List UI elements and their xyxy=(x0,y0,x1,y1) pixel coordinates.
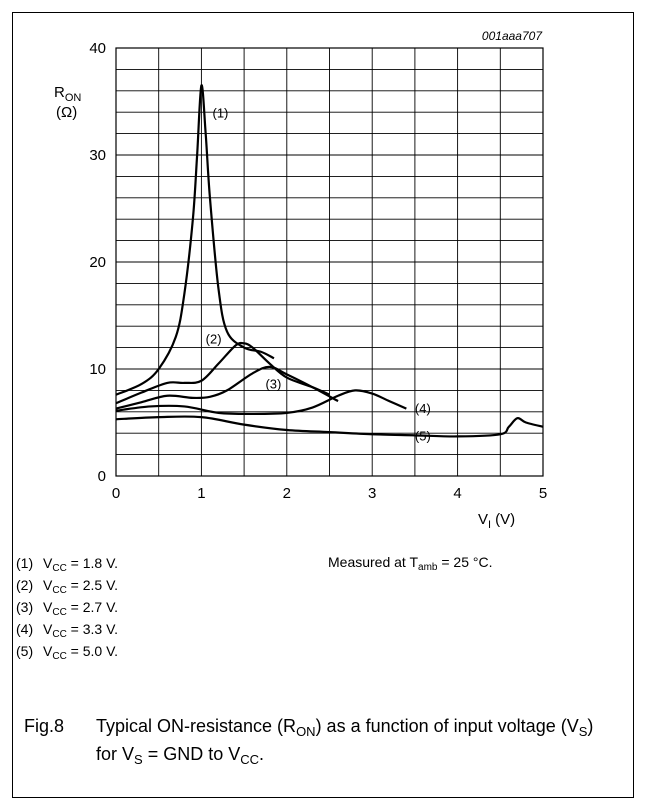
x-tick-label: 1 xyxy=(197,485,205,502)
legend-number: (3) xyxy=(16,599,34,615)
figure-id: 001aaa707 xyxy=(482,29,543,43)
legend-subscript: CC xyxy=(52,607,67,618)
legend-subscript: CC xyxy=(52,629,67,640)
legend-number: (5) xyxy=(16,643,34,659)
caption-text: Typical ON-resistance (RON) as a functio… xyxy=(96,716,594,767)
legend-value: = 1.8 V. xyxy=(66,555,119,571)
series-lines xyxy=(115,84,544,438)
legend-symbol: V xyxy=(43,599,53,615)
x-tick-label: 0 xyxy=(112,485,120,502)
legend-subscript: CC xyxy=(52,563,67,574)
figure-frame xyxy=(12,12,634,798)
legend-value: = 5.0 V. xyxy=(66,643,119,659)
legend-subscript: CC xyxy=(52,585,67,596)
legend-symbol: V xyxy=(43,621,53,637)
series-label-2: (2) xyxy=(206,331,222,346)
series-line-5 xyxy=(115,415,544,438)
legend-symbol: V xyxy=(43,577,53,593)
series-label-3: (3) xyxy=(265,376,281,391)
y-tick-label: 30 xyxy=(89,147,106,164)
y-tick-label: 0 xyxy=(98,468,106,485)
legend-item: (4) VCC = 3.3 V. xyxy=(16,621,118,643)
y-tick-label: 20 xyxy=(89,254,106,271)
y-tick-label: 10 xyxy=(89,361,106,378)
legend-number: (1) xyxy=(16,555,34,571)
series-line-1 xyxy=(115,84,275,396)
y-axis-label: RON xyxy=(54,84,81,104)
legend-number: (2) xyxy=(16,577,34,593)
legend-value: = 2.5 V. xyxy=(66,577,119,593)
series-line-3 xyxy=(115,365,339,410)
series-line-2 xyxy=(115,341,330,405)
plot-area-border xyxy=(115,47,544,477)
axis-ticks: 0 1 2 3 4 5 0 10 20 30 40 xyxy=(89,40,547,502)
series-label-4: (4) xyxy=(415,401,431,416)
x-axis-label: VI (V) xyxy=(478,511,515,531)
y-tick-label: 40 xyxy=(89,40,106,57)
x-tick-label: 2 xyxy=(283,485,291,502)
series-line-4 xyxy=(115,389,407,416)
legend-symbol: V xyxy=(43,643,53,659)
x-tick-label: 3 xyxy=(368,485,376,502)
measurement-note: Measured at Tamb = 25 °C. xyxy=(328,554,493,573)
legend-subscript: CC xyxy=(52,651,67,662)
series-label-5: (5) xyxy=(415,429,431,444)
legend-value: = 2.7 V. xyxy=(66,599,119,615)
legend-item: (3) VCC = 2.7 V. xyxy=(16,599,118,621)
y-axis-unit: (Ω) xyxy=(56,104,77,121)
x-tick-label: 5 xyxy=(539,485,547,502)
legend-item: (5) VCC = 5.0 V. xyxy=(16,643,118,665)
legend-item: (2) VCC = 2.5 V. xyxy=(16,577,118,599)
series-label-1: (1) xyxy=(213,106,229,121)
legend-symbol: V xyxy=(43,555,53,571)
legend-number: (4) xyxy=(16,621,34,637)
grid xyxy=(116,48,543,476)
figure-number: Fig.8 xyxy=(24,716,65,736)
legend-value: = 3.3 V. xyxy=(66,621,119,637)
series-labels: (1) (2) (3) (4) (5) xyxy=(206,106,431,444)
legend-item: (1) VCC = 1.8 V. xyxy=(16,555,118,577)
x-tick-label: 4 xyxy=(453,485,461,502)
